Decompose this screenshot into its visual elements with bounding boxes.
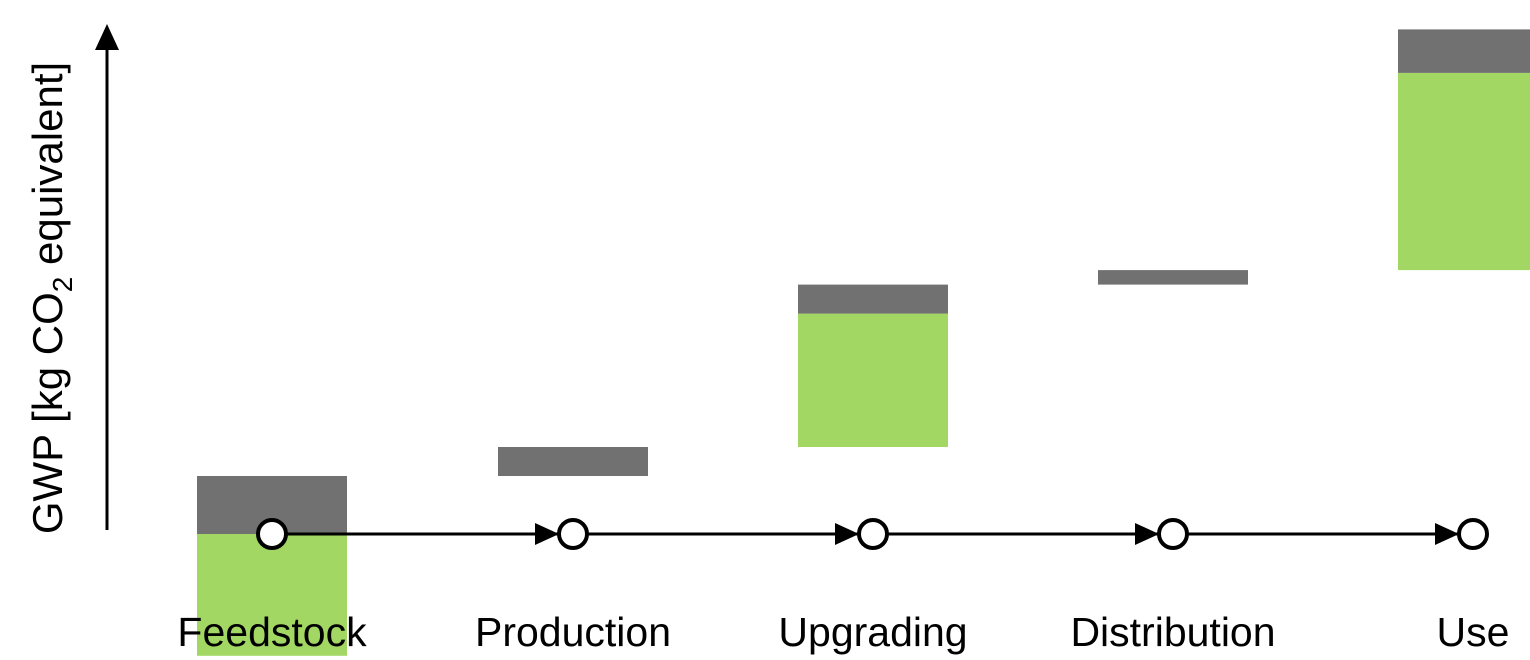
stage-label-upgrading: Upgrading xyxy=(778,609,967,655)
flow-arrowhead-icon xyxy=(1135,523,1159,545)
bar-gray-production xyxy=(498,447,648,476)
stage-label-use: Use xyxy=(1437,609,1510,655)
flow-node-icon xyxy=(857,518,889,550)
bar-gray-upgrading xyxy=(798,284,948,314)
bar-green-upgrading xyxy=(798,313,948,447)
flow-arrowhead-icon xyxy=(1435,523,1459,545)
bar-green-feedstock xyxy=(197,534,347,656)
bar-green-use xyxy=(1398,72,1530,271)
y-axis-title: GWP [kg CO2 equivalent] xyxy=(24,62,78,534)
process-flow xyxy=(256,518,1489,550)
y-axis-arrowhead-icon xyxy=(95,24,119,50)
flow-node-icon xyxy=(256,518,288,550)
stage-label-feedstock: Feedstock xyxy=(177,609,367,655)
bar-gray-distribution xyxy=(1098,270,1248,285)
flow-node-icon xyxy=(1157,518,1189,550)
flow-node-icon xyxy=(1457,518,1489,550)
flow-arrowhead-icon xyxy=(535,523,559,545)
bars-layer xyxy=(197,29,1530,656)
stage-labels: Feedstock Production Upgrading Distribution… xyxy=(177,609,1509,655)
bar-gray-use xyxy=(1398,29,1530,73)
stage-label-distribution: Distribution xyxy=(1070,609,1275,655)
stage-label-production: Production xyxy=(475,609,671,655)
flow-arrowhead-icon xyxy=(835,523,859,545)
flow-node-icon xyxy=(557,518,589,550)
